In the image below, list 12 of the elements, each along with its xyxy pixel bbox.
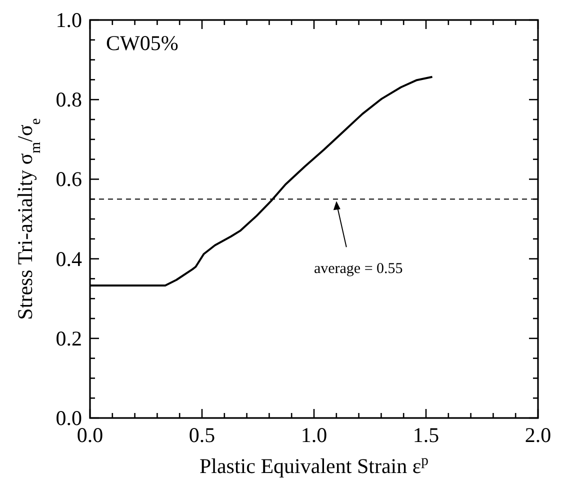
y-tick-label: 0.8 [56,88,82,112]
y-tick-label: 0.2 [56,326,82,350]
x-tick-label: 1.0 [300,423,328,447]
x-tick-label: 0.5 [188,423,216,447]
y-tick-label: 1.0 [56,8,82,32]
text: CW05% [106,31,178,55]
x-axis-title: Plastic Equivalent Strain ε$^{p}$ [199,453,429,478]
ref-line-label: average = 0.55 [314,261,403,278]
x-tick-label: 1.5 [412,423,440,447]
y-tick-label: 0.6 [56,167,82,192]
y-tick-label: 0.4 [56,246,82,271]
x-tick-label: 2.0 [524,423,552,447]
